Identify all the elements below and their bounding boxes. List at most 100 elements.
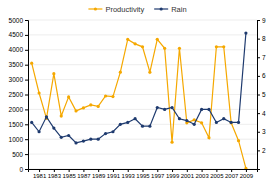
grid-line bbox=[28, 154, 257, 155]
tick: 1999 bbox=[166, 169, 180, 179]
tick: 1995 bbox=[136, 169, 150, 179]
tick: 500 bbox=[12, 151, 28, 158]
data-layer bbox=[30, 31, 247, 169]
tick-mark bbox=[98, 169, 99, 172]
point bbox=[163, 47, 166, 50]
tick-label: 3000 bbox=[9, 76, 24, 83]
tick: 6 bbox=[257, 72, 266, 79]
tick-label: 6 bbox=[262, 72, 266, 79]
point bbox=[45, 115, 48, 118]
tick-mark bbox=[216, 169, 217, 172]
x-axis: 1981198319851987198919911993199519971999… bbox=[29, 169, 258, 179]
point bbox=[60, 136, 63, 139]
point bbox=[193, 123, 196, 126]
tick-mark bbox=[246, 169, 247, 172]
tick-mark bbox=[25, 154, 28, 155]
point bbox=[134, 117, 137, 120]
point bbox=[37, 91, 40, 94]
tick-label: 1985 bbox=[62, 173, 76, 179]
point bbox=[178, 117, 181, 120]
tick: 8 bbox=[257, 35, 266, 42]
tick-label: 4500 bbox=[9, 31, 24, 38]
tick: 4500 bbox=[9, 31, 28, 38]
tick: 1500 bbox=[9, 121, 28, 128]
point bbox=[82, 139, 85, 142]
tick-mark bbox=[54, 169, 55, 172]
point bbox=[82, 106, 85, 109]
tick: 1987 bbox=[77, 169, 91, 179]
point bbox=[244, 167, 247, 169]
legend-item: Productivity bbox=[88, 5, 144, 14]
tick-mark bbox=[257, 95, 260, 96]
grid-line bbox=[28, 49, 257, 50]
tick-label: 2500 bbox=[9, 91, 24, 98]
y2-axis: 23456789 bbox=[257, 17, 266, 170]
tick-mark bbox=[257, 132, 260, 133]
tick: 3 bbox=[257, 128, 266, 135]
point bbox=[170, 106, 173, 109]
tick-mark bbox=[257, 20, 260, 21]
grid bbox=[28, 20, 257, 169]
point bbox=[200, 108, 203, 111]
grid-line bbox=[28, 109, 257, 110]
point bbox=[163, 108, 166, 111]
legend-label: Productivity bbox=[105, 5, 144, 14]
tick-label: 2003 bbox=[195, 173, 209, 179]
legend-marker bbox=[160, 7, 163, 10]
point bbox=[237, 139, 240, 142]
tick-label: 7 bbox=[262, 54, 266, 61]
point bbox=[230, 121, 233, 124]
point bbox=[126, 38, 129, 41]
point bbox=[60, 114, 63, 117]
tick: 7 bbox=[257, 54, 266, 61]
point bbox=[30, 121, 33, 124]
tick: 1985 bbox=[62, 169, 76, 179]
tick: 2005 bbox=[210, 169, 224, 179]
point bbox=[89, 103, 92, 106]
grid-line bbox=[28, 20, 257, 21]
tick: 1983 bbox=[48, 169, 62, 179]
tick-mark bbox=[231, 169, 232, 172]
tick-mark bbox=[25, 124, 28, 125]
tick: 1997 bbox=[151, 169, 165, 179]
tick-label: 1000 bbox=[9, 136, 24, 143]
tick-mark bbox=[187, 169, 188, 172]
tick-label: 1987 bbox=[77, 173, 91, 179]
tick-mark bbox=[257, 57, 260, 58]
point bbox=[30, 62, 33, 65]
point bbox=[237, 121, 240, 124]
point bbox=[111, 130, 114, 133]
tick-label: 1500 bbox=[9, 121, 24, 128]
tick: 2003 bbox=[195, 169, 209, 179]
tick-mark bbox=[157, 169, 158, 172]
point bbox=[170, 141, 173, 144]
tick-label: 3500 bbox=[9, 61, 24, 68]
point bbox=[111, 95, 114, 98]
tick: 2001 bbox=[181, 169, 195, 179]
tick-label: 9 bbox=[262, 17, 266, 24]
point bbox=[244, 31, 247, 34]
axis-line bbox=[25, 21, 29, 170]
point bbox=[119, 71, 122, 74]
tick: 1000 bbox=[9, 136, 28, 143]
tick-label: 3 bbox=[262, 128, 266, 135]
point bbox=[215, 121, 218, 124]
tick: 1991 bbox=[107, 169, 121, 179]
tick-mark bbox=[257, 39, 260, 40]
point bbox=[52, 126, 55, 129]
tick-mark bbox=[39, 169, 40, 172]
point bbox=[104, 94, 107, 97]
tick: 2 bbox=[257, 147, 266, 154]
tick-label: 5000 bbox=[9, 17, 24, 24]
tick-mark bbox=[25, 80, 28, 81]
tick-label: 1999 bbox=[166, 173, 180, 179]
point bbox=[178, 47, 181, 50]
tick-mark bbox=[113, 169, 114, 172]
point bbox=[141, 45, 144, 48]
tick: 4 bbox=[257, 110, 266, 117]
tick-mark bbox=[25, 50, 28, 51]
tick-mark bbox=[202, 169, 203, 172]
tick-mark bbox=[257, 76, 260, 77]
tick-mark bbox=[25, 65, 28, 66]
tick-label: 2001 bbox=[181, 173, 195, 179]
